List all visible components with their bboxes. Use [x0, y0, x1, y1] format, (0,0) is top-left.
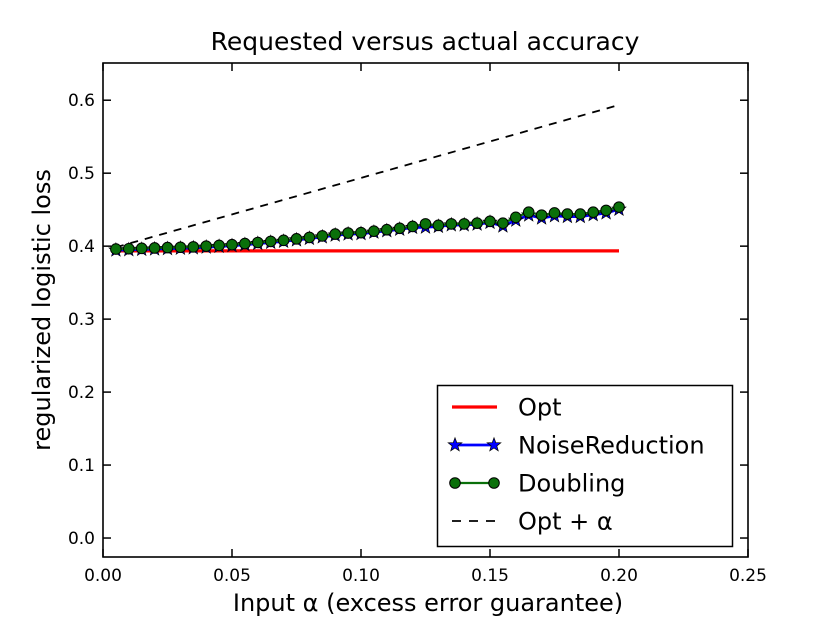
x-tick-label: 0.05 — [213, 566, 251, 586]
legend-item-noisereduction-marker-star-icon — [447, 436, 463, 452]
series-doubling-marker-circle-icon — [445, 218, 458, 230]
series-doubling-marker-circle-icon — [393, 222, 406, 235]
series-doubling-marker-circle-icon — [419, 218, 432, 230]
series-doubling-marker-circle-icon — [522, 206, 535, 219]
legend-box — [436, 384, 734, 548]
series-doubling-marker-circle-icon — [264, 235, 277, 248]
legend-item-doubling-marker-circle-icon — [488, 477, 500, 489]
series-doubling-marker-circle-icon — [613, 201, 625, 213]
y-tick-label: 0.4 — [68, 237, 95, 257]
series-doubling-marker-circle-icon — [329, 228, 342, 240]
x-tick-label: 0.25 — [729, 566, 767, 586]
series-doubling-marker-circle-icon — [406, 220, 419, 233]
series-doubling-marker-circle-icon — [135, 242, 148, 255]
series-doubling-marker-circle-icon — [316, 230, 329, 242]
legend-item-noisereduction-marker-star-icon — [486, 436, 502, 452]
series-doubling-marker-circle-icon — [484, 215, 496, 228]
legend: Opt NoiseReduction Doubling Opt + α — [436, 384, 734, 548]
y-tick-label: 0.1 — [68, 456, 95, 476]
y-tick-label: 0.5 — [68, 164, 95, 184]
x-tick-label: 0.15 — [471, 566, 509, 586]
series-doubling-marker-circle-icon — [303, 231, 316, 244]
y-axis-label: regularized logistic loss — [28, 169, 56, 451]
x-tick-label: 0.00 — [84, 566, 122, 586]
series-opt-line — [115, 104, 620, 249]
legend-item-opt: Opt + α — [452, 508, 613, 536]
x-tick-label: 0.20 — [600, 566, 638, 586]
series-doubling-marker-circle-icon — [277, 234, 290, 247]
legend-item-opt: Opt — [452, 394, 562, 422]
series-doubling-marker-circle-icon — [110, 243, 122, 255]
series-doubling-marker-circle-icon — [187, 241, 200, 253]
series-doubling-marker-circle-icon — [574, 208, 587, 220]
series-doubling-marker-circle-icon — [251, 236, 264, 249]
series-doubling-marker-circle-icon — [123, 242, 135, 255]
legend-item-doubling-marker-circle-icon — [449, 477, 461, 489]
y-tick-label: 0.3 — [68, 310, 95, 330]
series-doubling-marker-circle-icon — [200, 240, 212, 252]
series-doubling-marker-circle-icon — [342, 227, 354, 239]
legend-item-noisereduction-label: NoiseReduction — [518, 432, 705, 460]
y-tick-label: 0.6 — [68, 91, 95, 111]
series-doubling-marker-circle-icon — [600, 204, 612, 217]
legend-item-doubling-label: Doubling — [518, 470, 625, 498]
series-doubling-marker-circle-icon — [458, 218, 471, 230]
series-doubling-marker-circle-icon — [497, 217, 509, 229]
series-doubling-marker-circle-icon — [161, 241, 174, 254]
series-doubling-marker-circle-icon — [535, 209, 548, 221]
y-tick-label: 0.2 — [68, 383, 95, 403]
series-doubling-marker-circle-icon — [368, 225, 380, 237]
series-doubling-marker-circle-icon — [587, 206, 600, 219]
legend-item-opt-label: Opt + α — [518, 508, 613, 536]
series-doubling-marker-circle-icon — [213, 239, 225, 252]
series-doubling-marker-circle-icon — [239, 237, 251, 250]
legend-item-noisereduction: NoiseReduction — [447, 432, 705, 460]
legend-item-opt-label: Opt — [518, 394, 562, 422]
series-doubling-marker-circle-icon — [381, 223, 393, 236]
series-doubling-marker-circle-icon — [174, 241, 187, 254]
series-doubling-marker-circle-icon — [471, 217, 483, 229]
plot-border — [102, 62, 749, 558]
series-doubling-marker-circle-icon — [290, 233, 303, 245]
series-doubling-marker-circle-icon — [548, 207, 561, 219]
chart-title: Requested versus actual accuracy — [211, 27, 640, 56]
series-doubling-marker-circle-icon — [148, 242, 161, 254]
y-tick-label: 0.0 — [68, 529, 95, 549]
series-doubling-line — [115, 206, 620, 251]
plot-layer: 0.00 0.05 0.10 0.15 0.20 0.25 0.0 0.1 0.2 0.3 0.4 0… — [68, 62, 767, 586]
series-doubling-marker-circle-icon — [355, 226, 367, 239]
series-doubling-marker-circle-icon — [510, 211, 522, 224]
x-tick-label: 0.10 — [342, 566, 380, 586]
series-doubling-marker-circle-icon — [226, 238, 238, 251]
x-axis-label: Input α (excess error guarantee) — [233, 589, 623, 617]
series-doubling-marker-circle-icon — [561, 208, 574, 220]
legend-item-doubling: Doubling — [449, 470, 625, 498]
series-doubling-marker-circle-icon — [432, 219, 445, 232]
